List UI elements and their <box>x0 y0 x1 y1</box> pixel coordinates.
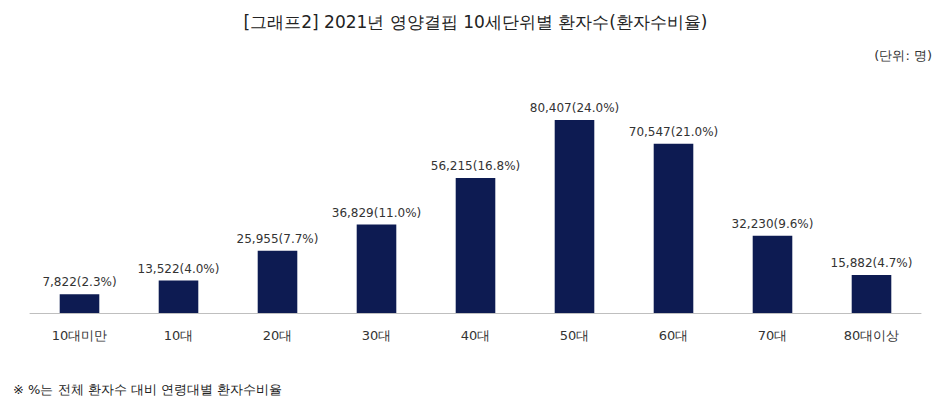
svg-text:10대미만: 10대미만 <box>52 328 108 343</box>
svg-text:40대: 40대 <box>461 328 491 343</box>
svg-text:60대: 60대 <box>659 328 689 343</box>
svg-text:7,822(2.3%): 7,822(2.3%) <box>42 275 116 289</box>
svg-text:50대: 50대 <box>560 328 590 343</box>
svg-text:30대: 30대 <box>362 328 392 343</box>
svg-text:36,829(11.0%): 36,829(11.0%) <box>332 206 421 220</box>
svg-text:[그래프2] 2021년 영양결핍 10세단위별 환자수(환: [그래프2] 2021년 영양결핍 10세단위별 환자수(환자수비율) <box>244 12 708 32</box>
svg-text:25,955(7.7%): 25,955(7.7%) <box>237 232 319 246</box>
svg-text:20대: 20대 <box>263 328 293 343</box>
svg-text:※ %는 전체 환자수 대비 연령대별 환자수비율: ※ %는 전체 환자수 대비 연령대별 환자수비율 <box>13 382 282 397</box>
svg-text:80대이상: 80대이상 <box>844 328 900 343</box>
svg-text:13,522(4.0%): 13,522(4.0%) <box>138 262 220 276</box>
svg-text:10대: 10대 <box>164 328 194 343</box>
svg-text:32,230(9.6%): 32,230(9.6%) <box>732 217 814 231</box>
svg-text:(단위: 명): (단위: 명) <box>874 48 932 63</box>
svg-text:15,882(4.7%): 15,882(4.7%) <box>831 256 913 270</box>
svg-text:70대: 70대 <box>758 328 788 343</box>
svg-text:80,407(24.0%): 80,407(24.0%) <box>530 101 619 115</box>
svg-text:70,547(21.0%): 70,547(21.0%) <box>629 125 718 139</box>
svg-text:56,215(16.8%): 56,215(16.8%) <box>431 159 520 173</box>
